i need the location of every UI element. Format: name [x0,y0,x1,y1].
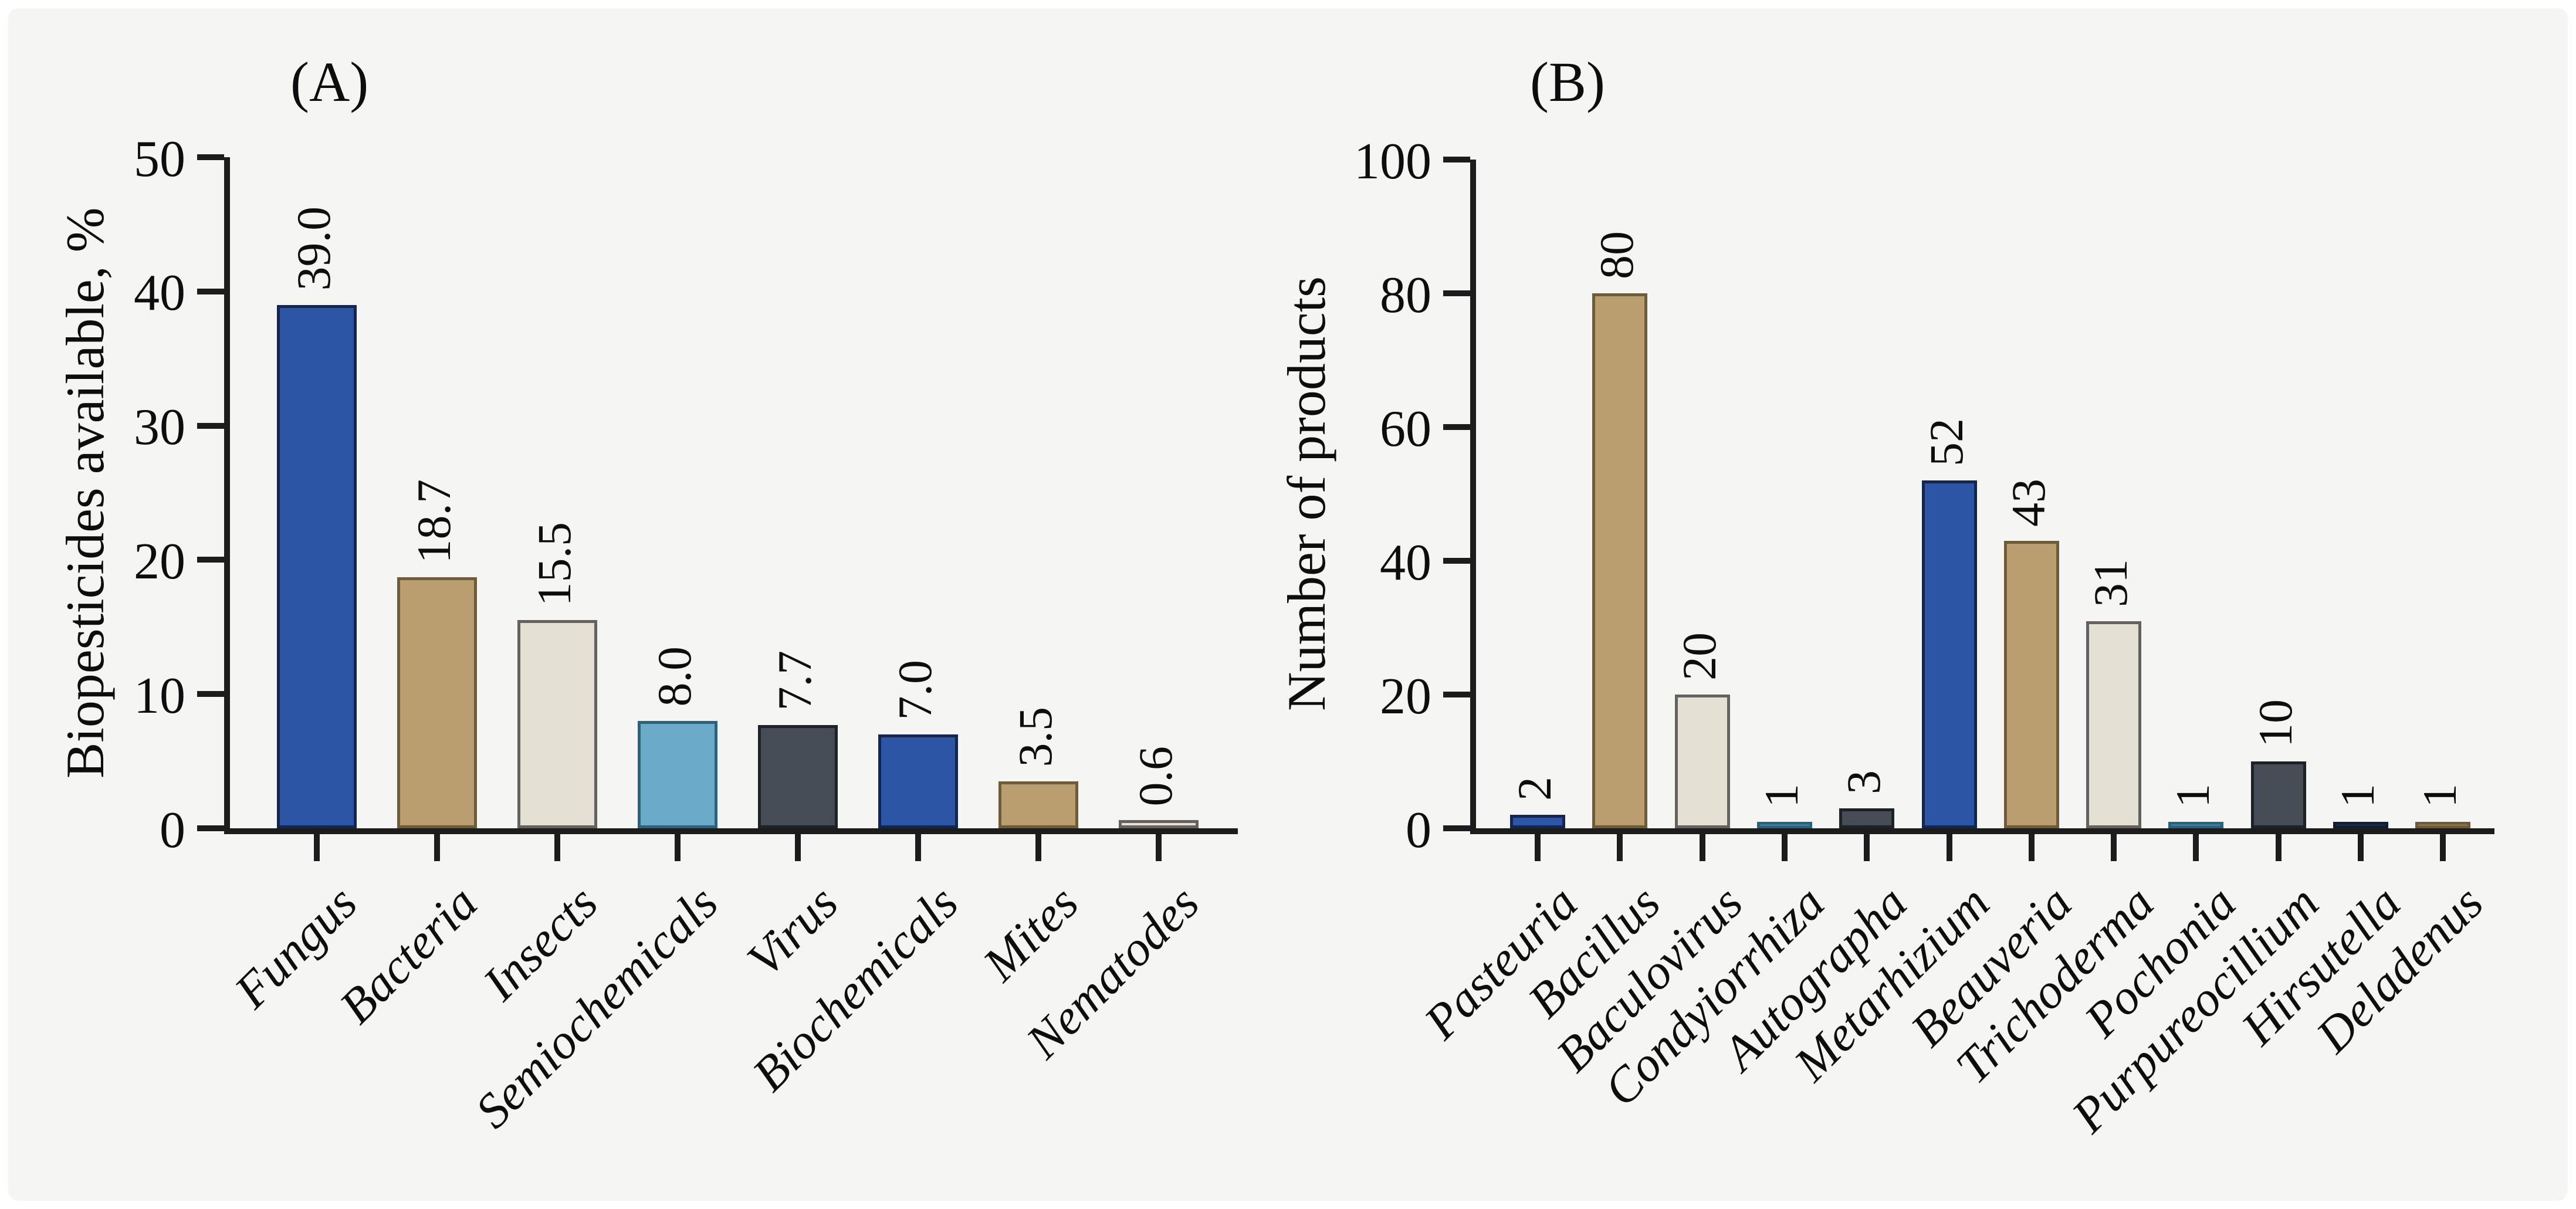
x-tick [1617,834,1623,861]
x-axis-line [224,828,1238,834]
x-tick [795,834,801,861]
bar [1510,815,1565,828]
bar [2250,761,2306,828]
value-label: 2 [1508,777,1562,801]
bar [878,734,958,828]
y-tick-label: 50 [134,130,185,188]
y-tick-label: 100 [1354,133,1431,190]
x-tick [1699,834,1705,861]
x-tick [1781,834,1788,861]
bar [1592,293,1648,828]
x-tick [1535,834,1541,861]
y-tick [1443,424,1470,430]
value-label: 52 [1919,418,1973,467]
x-tick [1035,834,1041,861]
bar [277,304,357,828]
y-tick-label: 0 [1406,801,1431,859]
panel-title: (B) [1530,50,1605,113]
bar [1756,821,1812,828]
x-tick [554,834,560,861]
value-label: 1 [2331,783,2385,808]
x-tick [1946,834,1952,861]
value-label: 31 [2084,558,2138,607]
bar [2168,821,2224,828]
y-axis-line [224,157,230,834]
bar [517,620,597,828]
x-tick [2358,834,2364,861]
value-label: 1 [1754,783,1808,808]
value-label: 10 [2248,699,2302,747]
bar [2003,540,2059,828]
value-label: 1 [2413,783,2467,808]
x-tick [2193,834,2199,861]
x-tick [1156,834,1162,861]
y-tick [1443,157,1470,162]
y-tick [1443,290,1470,296]
y-tick [197,288,224,294]
value-label: 80 [1590,231,1644,279]
y-tick-label: 40 [134,265,185,322]
y-tick [1443,825,1470,831]
y-tick-label: 30 [134,399,185,456]
x-tick [2028,834,2035,861]
x-tick [434,834,440,861]
x-tick [2275,834,2281,861]
bar [998,781,1078,828]
x-tick [675,834,681,861]
y-tick [1443,692,1470,697]
y-tick [197,557,224,563]
bar [638,720,717,828]
value-label: 3 [1837,770,1891,794]
y-tick [1443,558,1470,564]
x-tick [314,834,320,861]
bar [2415,821,2471,828]
bar [758,724,838,828]
x-tick [2111,834,2117,861]
y-tick-label: 40 [1380,534,1431,591]
y-axis-title: Number of products [1276,276,1336,712]
panel-title: (A) [290,50,369,113]
y-tick [197,825,224,831]
value-label: 1 [2166,783,2220,808]
value-label: 20 [1672,632,1726,680]
y-axis-line [1470,160,1476,834]
y-tick-label: 20 [1380,668,1431,725]
y-tick [197,422,224,429]
y-tick [197,154,224,160]
bar [1119,820,1199,828]
x-tick [915,834,921,861]
value-label: 43 [2001,478,2055,527]
x-axis-line [1470,828,2494,834]
y-tick-label: 20 [134,533,185,590]
x-tick [1864,834,1870,861]
bar [1839,808,1895,828]
bar [1921,480,1977,828]
y-tick-label: 0 [160,801,185,859]
bar [2086,621,2142,828]
y-tick-label: 60 [1380,400,1431,458]
bar [1674,695,1730,828]
y-tick [197,691,224,697]
bar [2333,821,2388,828]
y-tick-label: 80 [1380,266,1431,324]
x-tick [2440,834,2446,861]
bar [397,577,477,828]
y-tick-label: 10 [134,667,185,724]
